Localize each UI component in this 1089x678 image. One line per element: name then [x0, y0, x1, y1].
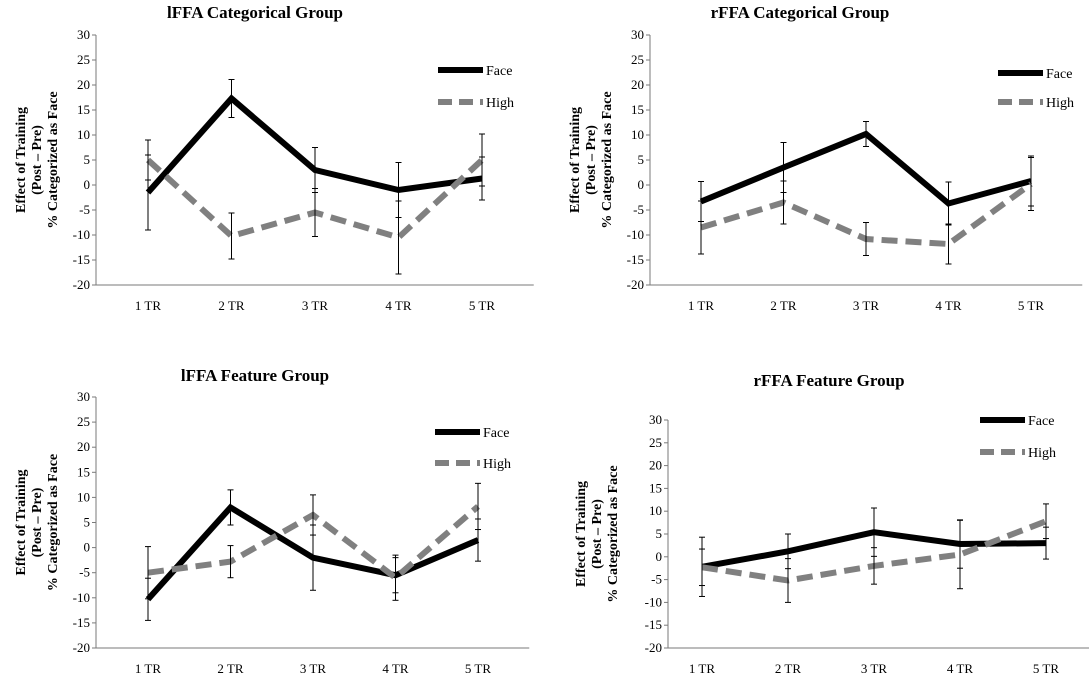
y-axis-label: Effect of Training [14, 107, 29, 213]
y-tick-label: -20 [627, 277, 644, 292]
y-tick-label: -5 [633, 202, 644, 217]
y-tick-label: -10 [73, 590, 90, 605]
y-tick-label: 20 [649, 458, 662, 473]
chart-panel-4: rFFA Feature Group Effect of Training (Pos… [574, 371, 1089, 676]
legend-label: Face [486, 64, 512, 79]
y-tick-label: 15 [631, 102, 644, 117]
y-tick-label: 30 [649, 412, 662, 427]
y-tick-label: 20 [631, 77, 644, 92]
y-tick-label: 0 [84, 177, 91, 192]
y-tick-label: -10 [627, 227, 644, 242]
y-tick-label: 25 [77, 414, 90, 429]
y-axis-label: (Post – Pre) [30, 487, 45, 557]
y-tick-label: -15 [645, 617, 662, 632]
x-tick-label: 5 TR [469, 298, 495, 313]
y-axis-label: % Categorized as Face [46, 91, 61, 228]
legend-label: Face [483, 426, 509, 441]
legend-label: Face [1046, 67, 1072, 82]
y-tick-label: 15 [77, 464, 90, 479]
y-axis-label: % Categorized as Face [606, 465, 621, 602]
y-tick-label: 5 [84, 152, 91, 167]
chart-title: lFFA Categorical Group [167, 3, 343, 22]
y-tick-label: 5 [84, 515, 91, 530]
y-tick-label: 15 [649, 480, 662, 495]
y-tick-label: -20 [73, 640, 90, 655]
y-axis-label: Effect of Training [14, 469, 29, 575]
chart-panel-3: lFFA Feature Group Effect of Training (Pos… [14, 366, 530, 676]
y-tick-label: 10 [631, 127, 644, 142]
y-axis-label: (Post – Pre) [30, 125, 45, 195]
x-tick-label: 3 TR [861, 661, 887, 676]
chart-title: rFFA Categorical Group [711, 3, 890, 22]
x-tick-label: 3 TR [853, 298, 879, 313]
x-tick-label: 1 TR [689, 661, 715, 676]
legend-label: Face [1028, 414, 1054, 429]
y-tick-label: 25 [77, 52, 90, 67]
y-tick-label: 15 [77, 102, 90, 117]
legend-label: High [1028, 446, 1056, 461]
x-tick-label: 5 TR [1018, 298, 1044, 313]
x-tick-label: 5 TR [1033, 661, 1059, 676]
y-tick-label: 5 [638, 152, 645, 167]
x-tick-label: 2 TR [770, 298, 796, 313]
x-tick-label: 4 TR [382, 661, 408, 676]
y-tick-label: 20 [77, 439, 90, 454]
legend-label: High [483, 457, 511, 472]
y-tick-label: 10 [649, 503, 662, 518]
legend-label: High [486, 96, 514, 111]
y-tick-label: 0 [84, 540, 91, 555]
y-tick-label: -15 [73, 615, 90, 630]
y-axis-label: Effect of Training [574, 481, 589, 587]
x-tick-label: 3 TR [302, 298, 328, 313]
y-axis-label: Effect of Training [568, 107, 583, 213]
y-axis-label: % Categorized as Face [46, 454, 61, 591]
legend-label: High [1046, 96, 1074, 111]
y-axis-label: % Categorized as Face [600, 91, 615, 228]
x-tick-label: 2 TR [217, 661, 243, 676]
y-axis-label: (Post – Pre) [590, 499, 605, 569]
y-tick-label: -10 [645, 594, 662, 609]
x-tick-label: 3 TR [300, 661, 326, 676]
x-tick-label: 4 TR [935, 298, 961, 313]
y-tick-label: 20 [77, 77, 90, 92]
chart-title: lFFA Feature Group [181, 366, 329, 385]
y-tick-label: 25 [631, 52, 644, 67]
y-tick-label: -20 [645, 640, 662, 655]
y-tick-label: -15 [73, 252, 90, 267]
x-tick-label: 1 TR [688, 298, 714, 313]
y-tick-label: -20 [73, 277, 90, 292]
x-tick-label: 1 TR [135, 661, 161, 676]
y-tick-label: 30 [631, 27, 644, 42]
y-axis-label: (Post – Pre) [584, 125, 599, 195]
y-tick-label: 30 [77, 27, 90, 42]
chart-panel-1: lFFA Categorical Group Effect of Training… [14, 3, 534, 313]
x-tick-label: 2 TR [775, 661, 801, 676]
y-tick-label: 5 [656, 526, 663, 541]
y-tick-label: 25 [649, 435, 662, 450]
y-tick-label: -5 [651, 572, 662, 587]
y-tick-label: -15 [627, 252, 644, 267]
y-tick-label: 10 [77, 489, 90, 504]
chart-panel-2: rFFA Categorical Group Effect of Training… [568, 3, 1083, 313]
y-tick-label: -10 [73, 227, 90, 242]
x-tick-label: 4 TR [385, 298, 411, 313]
y-tick-label: -5 [79, 565, 90, 580]
y-tick-label: 10 [77, 127, 90, 142]
y-tick-label: -5 [79, 202, 90, 217]
x-tick-label: 5 TR [465, 661, 491, 676]
y-tick-label: 30 [77, 389, 90, 404]
chart-title: rFFA Feature Group [753, 371, 904, 390]
y-tick-label: 0 [638, 177, 645, 192]
y-tick-label: 0 [656, 549, 663, 564]
x-tick-label: 1 TR [135, 298, 161, 313]
x-tick-label: 4 TR [947, 661, 973, 676]
x-tick-label: 2 TR [218, 298, 244, 313]
